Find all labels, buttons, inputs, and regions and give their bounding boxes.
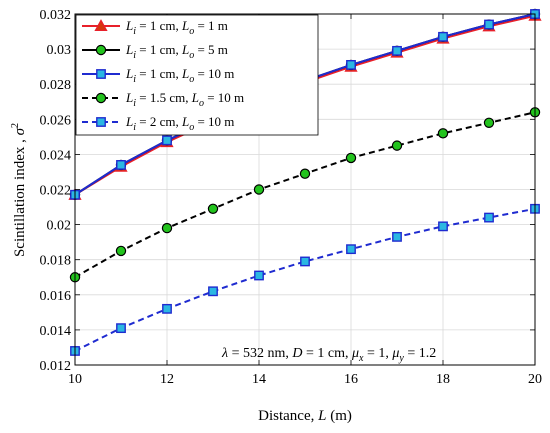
y-tick-label: 0.012 (40, 359, 72, 374)
y-axis-title: Scintillation index , σ2 (10, 123, 28, 257)
series-4-point (299, 168, 311, 179)
series-5-point (392, 231, 402, 242)
series-5-line (74, 207, 536, 352)
legend-sample-marker-4 (95, 92, 107, 104)
series-5-point (438, 221, 448, 232)
series-5-point (162, 303, 172, 314)
y-tick-label: 0.014 (40, 324, 72, 339)
series-4-point (437, 128, 449, 139)
y-tick-label: 0.02 (47, 219, 72, 234)
x-tick-label: 18 (436, 372, 450, 387)
y-tick-labels: 0.012 0.014 0.016 0.018 0.02 0.022 0.024 0.026 0… (40, 8, 72, 374)
series-5-point (116, 323, 126, 334)
legend-sample-marker-3 (96, 69, 106, 79)
series-5-point (300, 256, 310, 267)
series-4-point (483, 117, 495, 129)
y-tick-label: 0.03 (47, 43, 72, 58)
series-3-point (162, 135, 172, 146)
y-tick-label: 0.018 (40, 254, 72, 269)
legend-entry-5: Li = 2 cm, Lo = 10 m (125, 114, 234, 133)
legend-entry-1: Li = 1 cm, Lo = 1 m (125, 18, 228, 37)
y-tick-label: 0.024 (40, 148, 72, 163)
y-tick-label: 0.022 (40, 184, 72, 199)
series-4-point (391, 140, 403, 151)
x-tick-label: 14 (252, 372, 266, 387)
series-4-point (115, 245, 127, 257)
series-3-point (392, 45, 402, 56)
legend-sample-marker-2 (95, 44, 107, 56)
series-4-point (207, 203, 219, 215)
legend-sample-marker-5 (96, 117, 106, 127)
series-5-point (254, 270, 264, 281)
series-3-point (438, 31, 448, 42)
x-tick-label: 12 (160, 372, 174, 387)
legend-entry-3: Li = 1 cm, Lo = 10 m (125, 66, 234, 85)
legend-entry-4: Li = 1.5 cm, Lo = 10 m (125, 90, 244, 109)
x-axis-title: Distance, L (m) (258, 408, 352, 424)
y-tick-label: 0.016 (40, 289, 72, 304)
series-5-point (484, 212, 494, 223)
x-tick-label: 10 (68, 372, 82, 387)
legend: Li = 1 cm, Lo = 1 m Li = 1 cm, Lo = 5 m … (75, 14, 319, 136)
series-3-point (116, 160, 126, 170)
series-5-point (346, 244, 356, 255)
legend-sample-marker-1 (94, 19, 108, 32)
legend-samples (82, 19, 120, 127)
series-3-point (346, 59, 356, 70)
legend-entry-2: Li = 1 cm, Lo = 5 m (125, 42, 228, 61)
y-tick-label: 0.026 (40, 113, 72, 128)
series-3-point (484, 19, 494, 30)
y-tick-label: 0.032 (40, 8, 72, 23)
x-tick-labels: 10 12 14 16 18 20 (68, 372, 542, 387)
series-5-point (208, 286, 218, 297)
series-4-point (161, 222, 173, 234)
x-tick-label: 20 (528, 372, 542, 387)
series-layer (68, 8, 542, 356)
x-tick-label: 16 (344, 372, 358, 387)
series-4-point (345, 152, 357, 164)
series-4-point (253, 184, 265, 195)
y-tick-label: 0.028 (40, 78, 72, 93)
chart-annotation: λ = 532 nm, D = 1 cm, μx = 1, μy = 1.2 (221, 346, 436, 364)
